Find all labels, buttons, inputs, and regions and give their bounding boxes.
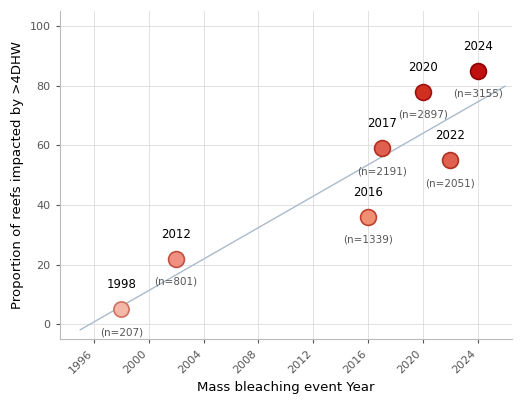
Point	[117, 306, 126, 313]
Point	[418, 88, 427, 95]
Text: 2017: 2017	[367, 117, 396, 130]
Y-axis label: Proportion of reefs impacted by >4DHW: Proportion of reefs impacted by >4DHW	[11, 41, 24, 309]
Text: (n=801): (n=801)	[155, 277, 198, 287]
Text: (n=1339): (n=1339)	[343, 235, 393, 245]
Text: (n=207): (n=207)	[100, 327, 143, 337]
Point	[378, 145, 386, 151]
Point	[473, 68, 482, 74]
Text: (n=2051): (n=2051)	[425, 178, 475, 188]
Text: 2016: 2016	[353, 186, 383, 199]
X-axis label: Mass bleaching event Year: Mass bleaching event Year	[197, 381, 374, 394]
Text: 2024: 2024	[463, 40, 493, 53]
Point	[172, 256, 180, 262]
Text: 1998: 1998	[106, 279, 137, 292]
Point	[446, 157, 454, 164]
Text: (n=2897): (n=2897)	[398, 109, 448, 119]
Text: 2020: 2020	[408, 61, 438, 74]
Text: 2012: 2012	[161, 228, 191, 241]
Text: (n=2191): (n=2191)	[357, 166, 407, 176]
Text: (n=3155): (n=3155)	[453, 89, 503, 99]
Text: 2022: 2022	[435, 129, 465, 142]
Point	[364, 214, 372, 220]
